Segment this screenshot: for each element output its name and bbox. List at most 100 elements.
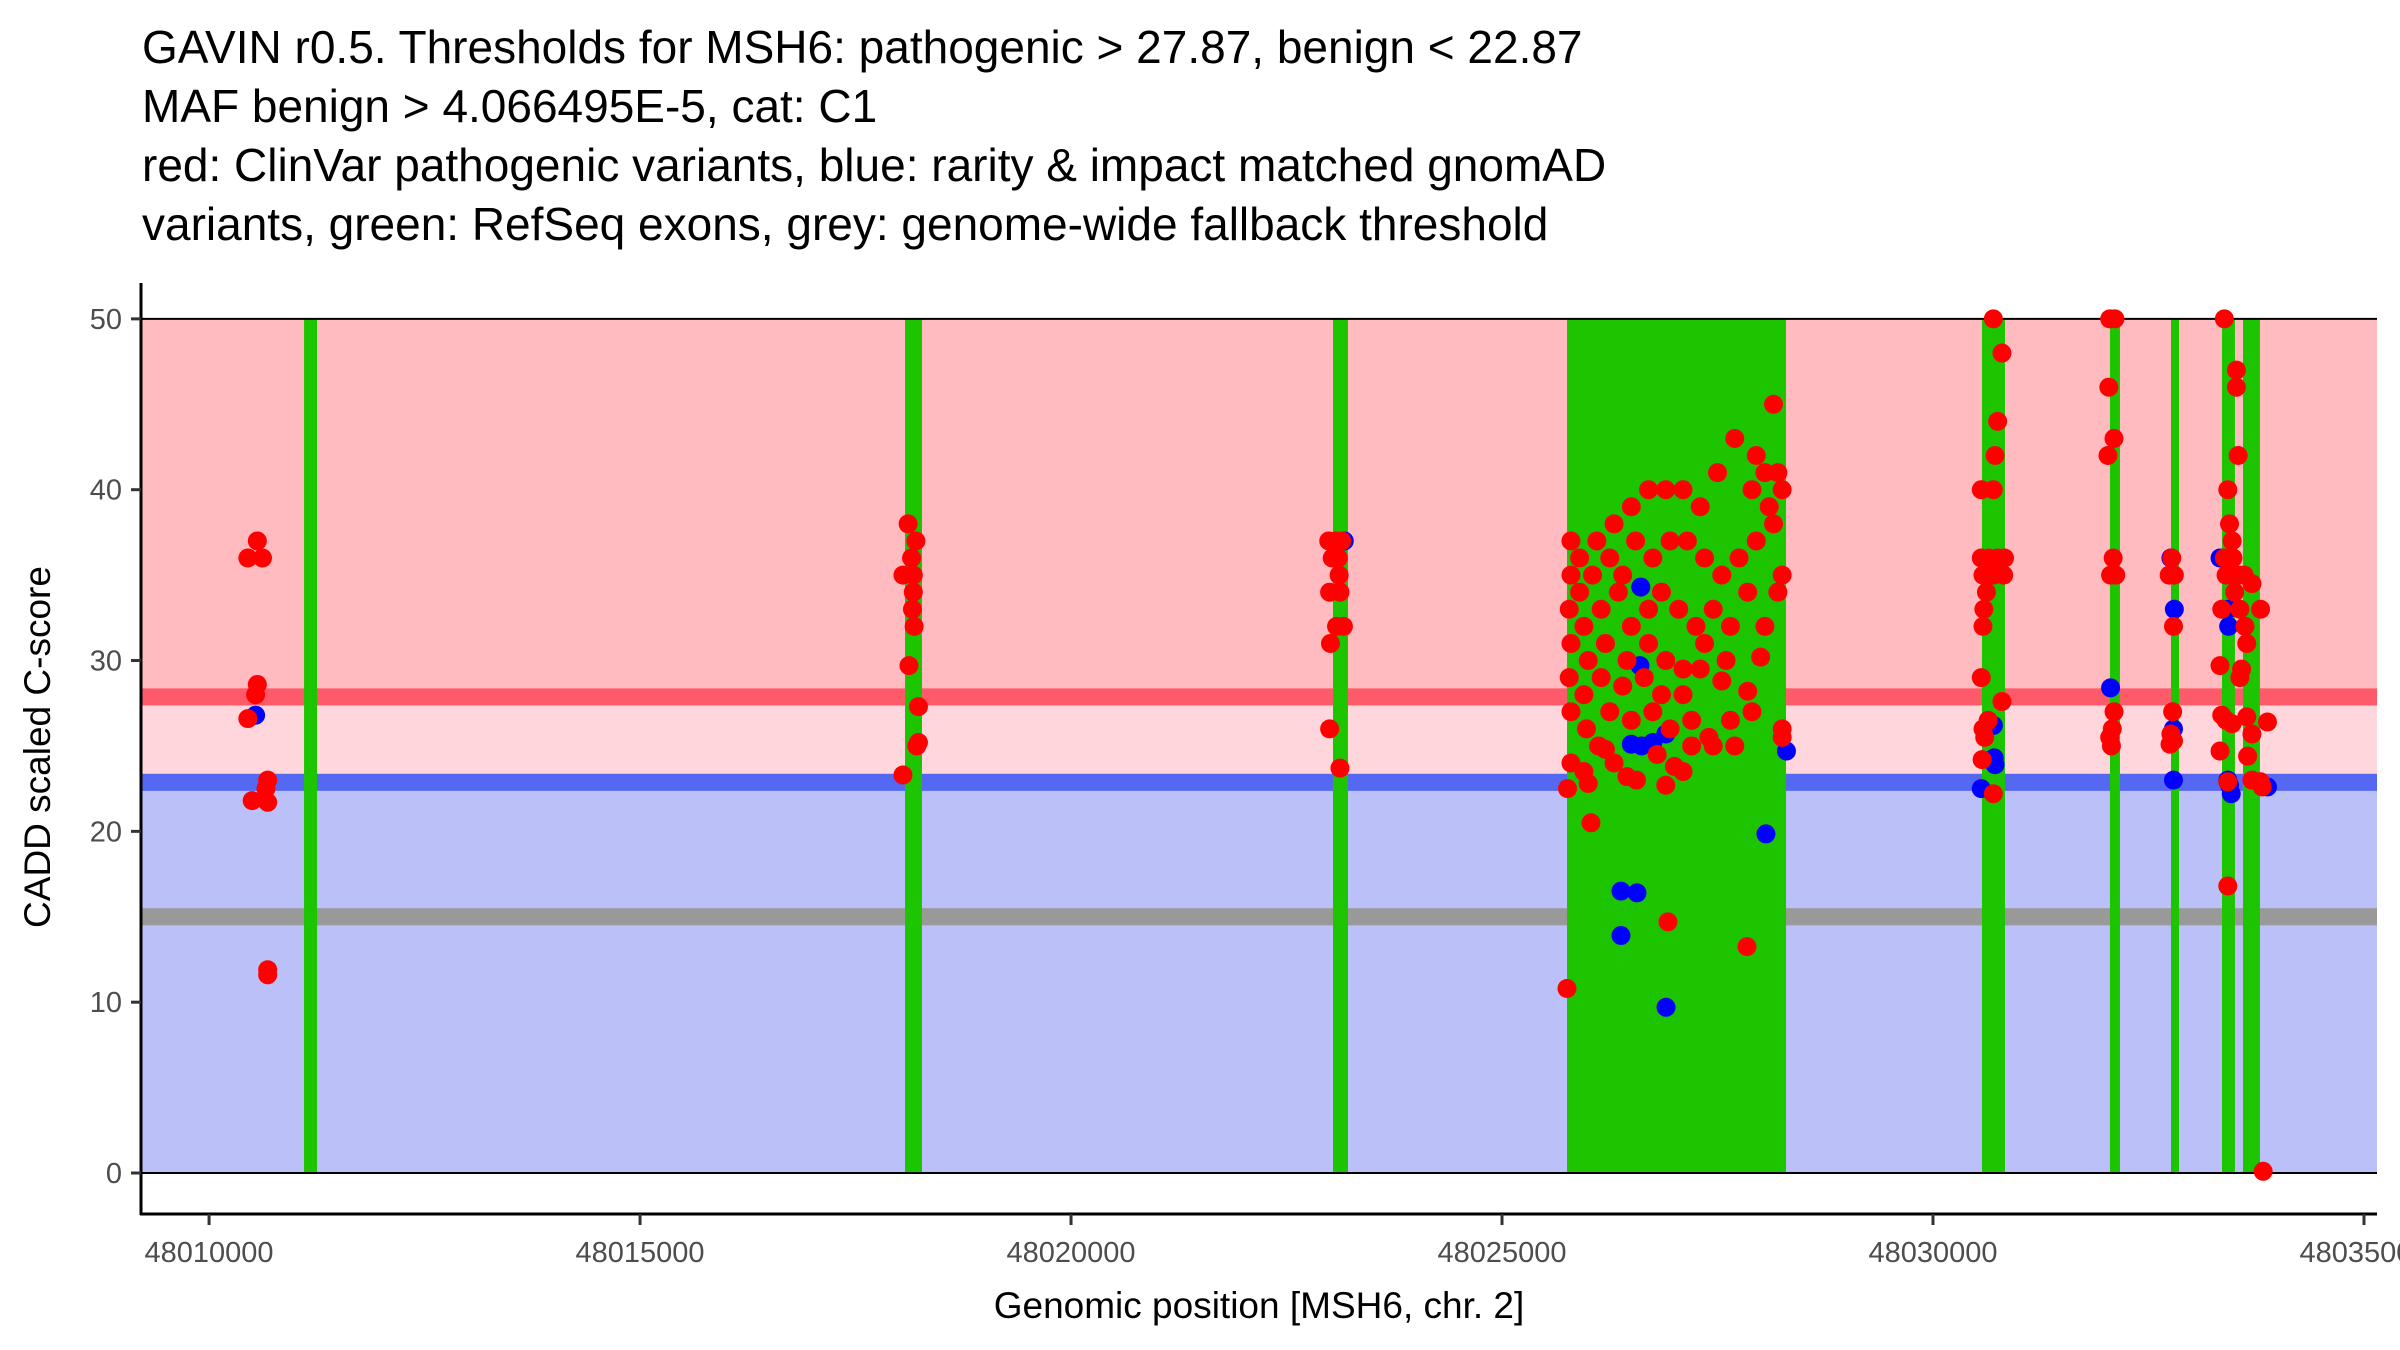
clinvar-variant-point — [1772, 480, 1792, 500]
clinvar-variant-point — [1570, 582, 1590, 602]
clinvar-variant-point — [1558, 779, 1578, 799]
clinvar-variant-point — [1690, 497, 1710, 517]
clinvar-variant-point — [1742, 480, 1762, 500]
gnomad-variant-point — [2219, 616, 2239, 636]
clinvar-variant-point — [1764, 514, 1784, 534]
title-line-3: red: ClinVar pathogenic variants, blue: … — [142, 139, 1606, 191]
exon-bar — [1332, 318, 1348, 1174]
clinvar-variant-point — [1332, 531, 1352, 551]
clinvar-variant-point — [1613, 565, 1633, 585]
gnomad-variant-point — [1756, 824, 1776, 844]
clinvar-variant-point — [1673, 659, 1693, 679]
clinvar-variant-point — [1576, 719, 1596, 739]
clinvar-variant-point — [1604, 514, 1624, 534]
clinvar-variant-point — [1983, 309, 2003, 329]
clinvar-variant-point — [2230, 668, 2250, 688]
axes: 0 10 20 30 40 50 48010000 48015000 48020000 4802… — [90, 283, 2400, 1269]
y-tick-label: 20 — [90, 816, 122, 848]
clinvar-variant-point — [1643, 548, 1663, 568]
clinvar-variant-point — [1971, 668, 1991, 688]
clinvar-variant-point — [1559, 599, 1579, 619]
clinvar-variant-point — [1613, 676, 1633, 696]
clinvar-variant-point — [1600, 702, 1620, 722]
clinvar-variant-point — [238, 709, 258, 729]
clinvar-variant-point — [253, 548, 273, 568]
clinvar-variant-point — [1737, 937, 1757, 957]
clinvar-variant-point — [1660, 719, 1680, 739]
score-zones — [142, 318, 2377, 1174]
clinvar-variant-point — [1557, 979, 1577, 999]
x-tick-label: 48025000 — [1437, 1237, 1566, 1269]
clinvar-variant-point — [2238, 746, 2258, 766]
clinvar-variant-point — [1995, 548, 2015, 568]
clinvar-variant-point — [1772, 565, 1792, 585]
pathogenic-zone — [142, 318, 2377, 697]
clinvar-variant-point — [1578, 774, 1598, 794]
clinvar-variant-point — [1333, 616, 1353, 636]
clinvar-variant-point — [238, 548, 258, 568]
gnomad-variant-point — [1611, 881, 1631, 901]
clinvar-variant-point — [2225, 582, 2245, 602]
clinvar-variant-point — [1759, 497, 1779, 517]
clinvar-variant-point — [1720, 710, 1740, 730]
clinvar-variant-point — [1643, 702, 1663, 722]
clinvar-variant-point — [2098, 446, 2118, 466]
clinvar-variant-point — [2222, 714, 2242, 734]
clinvar-variant-point — [2218, 480, 2238, 500]
clinvar-variant-point — [1983, 480, 2003, 500]
title-line-4: variants, green: RefSeq exons, grey: gen… — [142, 198, 1548, 250]
uncertain-zone — [142, 696, 2377, 783]
benign-zone — [142, 782, 2377, 1174]
clinvar-variant-point — [1746, 446, 1766, 466]
clinvar-variant-point — [898, 514, 918, 534]
y-axis-title: CADD scaled C-score — [17, 566, 58, 928]
clinvar-variant-point — [2222, 531, 2242, 551]
clinvar-variant-point — [2242, 574, 2262, 594]
clinvar-variant-point — [246, 685, 266, 705]
clinvar-variant-point — [1574, 685, 1594, 705]
clinvar-variant-point — [2242, 724, 2262, 744]
clinvar-variant-point — [1656, 480, 1676, 500]
plot-panel — [142, 309, 2377, 1181]
exon-bar — [1981, 318, 2005, 1174]
clinvar-variant-point — [2104, 428, 2124, 448]
clinvar-variant-point — [1330, 758, 1350, 778]
clinvar-variant-point — [903, 565, 923, 585]
y-axis: 0 10 20 30 40 50 — [90, 283, 143, 1215]
x-tick-label: 48030000 — [1868, 1237, 1997, 1269]
clinvar-variant-point — [2252, 777, 2272, 797]
clinvar-variant-point — [1617, 651, 1637, 671]
benign-threshold-line — [142, 773, 2377, 791]
title-line-2: MAF benign > 4.066495E-5, cat: C1 — [142, 80, 877, 132]
clinvar-variant-point — [2106, 565, 2126, 585]
clinvar-variant-point — [1738, 681, 1758, 701]
clinvar-variant-point — [903, 582, 923, 602]
clinvar-variant-point — [2218, 772, 2238, 792]
clinvar-variant-point — [1712, 565, 1732, 585]
chart-title: GAVIN r0.5. Thresholds for MSH6: pathoge… — [142, 21, 1606, 250]
clinvar-variant-point — [2251, 599, 2271, 619]
clinvar-variant-point — [2253, 1161, 2273, 1181]
clinvar-variant-point — [1755, 616, 1775, 636]
clinvar-variant-point — [247, 531, 267, 551]
clinvar-variant-point — [2235, 616, 2255, 636]
pathogenic-threshold-line — [142, 688, 2377, 706]
y-tick-label: 0 — [106, 1158, 122, 1190]
clinvar-variant-point — [1746, 531, 1766, 551]
clinvar-variant-point — [1330, 582, 1350, 602]
clinvar-variant-point — [1604, 753, 1624, 773]
clinvar-variant-point — [902, 548, 922, 568]
y-tick-label: 40 — [90, 475, 122, 507]
clinvar-variant-point — [2101, 736, 2121, 756]
clinvar-variant-point — [1673, 762, 1693, 782]
clinvar-variant-point — [2228, 446, 2248, 466]
clinvar-variant-point — [1574, 616, 1594, 636]
clinvar-variant-point — [2210, 656, 2230, 676]
clinvar-variant-point — [1764, 394, 1784, 414]
zone-outline — [142, 317, 2377, 1175]
clinvar-variant-point — [1973, 616, 1993, 636]
clinvar-variant-point — [1988, 411, 2008, 431]
clinvar-variant-point — [2212, 599, 2232, 619]
y-tick-label: 10 — [90, 987, 122, 1019]
clinvar-variant-point — [1626, 531, 1646, 551]
